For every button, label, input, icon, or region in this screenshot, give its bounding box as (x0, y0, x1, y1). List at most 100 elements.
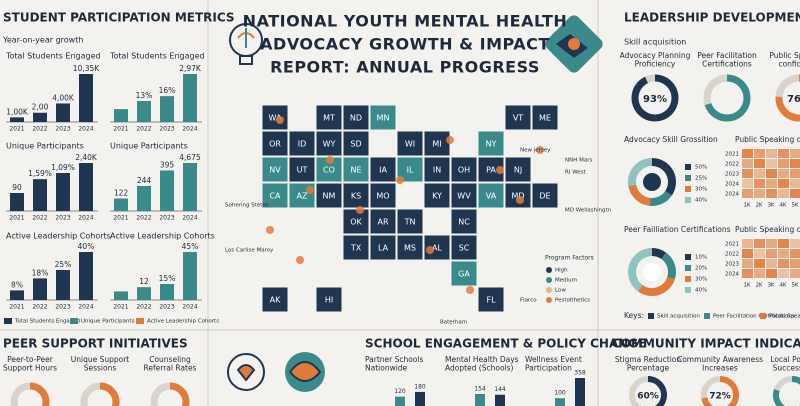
state-label: IL (407, 166, 414, 175)
heat-cell (766, 179, 777, 188)
bar (56, 173, 70, 211)
chart-title: Wellness Event Participation (525, 355, 582, 373)
heat-cell (742, 259, 753, 268)
chart-title: Mental Health Days Adopted (Schools) (445, 355, 519, 373)
state-tile (315, 104, 343, 131)
value-label: 4,675 (179, 153, 201, 162)
row-label: 2024 (725, 192, 739, 198)
state-tile (450, 182, 478, 209)
legend-swatch (70, 318, 78, 324)
hotspot (466, 286, 474, 294)
state-label: FL (486, 296, 496, 305)
value-label: 2,00 (32, 103, 49, 112)
x-tick-label: 2022 (32, 126, 47, 133)
heat-cell (742, 189, 753, 198)
col-label: 1K (743, 203, 750, 209)
state-tile (450, 156, 478, 183)
map-annotation: NNH Mars (565, 158, 592, 164)
value-label: 1,00K (6, 107, 29, 116)
state-label: KY (432, 192, 442, 201)
map-legend-label: Medium (555, 278, 577, 284)
state-tile (261, 156, 289, 183)
heat-cell (766, 249, 777, 258)
value-label: 40% (78, 242, 95, 251)
heat-cell (754, 179, 765, 188)
report-title: REPORT: ANNUAL PROGRESS (270, 58, 540, 77)
ring-value (775, 74, 800, 122)
value-label: 13% (136, 91, 153, 100)
state-tile (261, 286, 289, 313)
donut-title: Advocacy Planning Proficiency (620, 51, 691, 69)
legend-swatch (685, 254, 691, 260)
bar (10, 193, 24, 211)
x-tick-label: 2021 (9, 304, 24, 311)
heat-cell (766, 269, 777, 278)
state-tile (369, 234, 397, 261)
heat-cell (742, 159, 753, 168)
state-label: ND (350, 114, 362, 123)
map-legend-dot (546, 297, 552, 303)
state-tile (477, 286, 505, 313)
value-label: 395 (160, 160, 175, 169)
panel-subtitle: Skill acquisition (624, 38, 686, 47)
key-label: Public Speaking confidence (769, 314, 800, 320)
value-label: 18% (32, 268, 49, 277)
state-label: HI (325, 296, 333, 305)
bar (183, 252, 197, 300)
panel-title: STUDENT PARTICIPATION METRICS (3, 11, 235, 25)
value-label: 2,40K (75, 153, 98, 162)
map-legend-title: Program Factors (545, 255, 594, 262)
donut-hole (643, 173, 661, 191)
state-label: WA (269, 114, 282, 123)
map-annotation: Flarco (520, 298, 537, 304)
donut-value: 93% (643, 94, 667, 105)
chart-title: Total Students Engaged (109, 52, 205, 61)
heat-cell (766, 189, 777, 198)
heat-cell (766, 169, 777, 178)
heat-cell (742, 169, 753, 178)
heat-cell (778, 169, 789, 178)
x-tick-label: 2022 (136, 215, 151, 222)
state-tile (342, 104, 370, 131)
donut-hole (643, 263, 661, 281)
value-label: 16% (159, 86, 176, 95)
value-label: 15% (159, 274, 176, 283)
key-swatch (760, 313, 766, 319)
state-label: PA (486, 166, 496, 175)
value-label: 45% (182, 242, 199, 251)
chart-title: Unique Participants (6, 142, 84, 151)
value-label: 90 (12, 183, 22, 192)
bar (137, 287, 151, 300)
x-tick-label: 2023 (55, 126, 70, 133)
state-label: CA (269, 192, 281, 201)
keys-title: Keys: (624, 311, 644, 320)
state-label: TX (350, 244, 362, 253)
row-label: 2024 (725, 182, 739, 188)
state-label: IA (379, 166, 387, 175)
heat-cell (754, 269, 765, 278)
donut-segment (628, 158, 653, 186)
heat-cell (790, 149, 800, 158)
ring-value (29, 382, 50, 406)
heat-cell (754, 249, 765, 258)
map-annotation: New jersey (520, 148, 551, 154)
x-tick-label: 2022 (32, 215, 47, 222)
ring-value (169, 382, 190, 406)
ring-value (639, 376, 667, 406)
legend-swatch (685, 265, 691, 271)
x-tick-label: 2021 (113, 126, 128, 133)
legend-label: 30% (695, 187, 707, 193)
hotspot (396, 176, 404, 184)
state-label: UT (297, 166, 308, 175)
heat-cell (778, 189, 789, 198)
state-tile (342, 208, 370, 235)
value-label: 120 (394, 388, 406, 395)
bar (575, 378, 585, 406)
ring-value (701, 376, 739, 406)
state-label: SC (459, 244, 470, 253)
heat-cell (754, 239, 765, 248)
state-tile (423, 130, 451, 157)
state-label: MI (432, 140, 441, 149)
report-title: ADVOCACY GROWTH & IMPACT (260, 35, 550, 54)
